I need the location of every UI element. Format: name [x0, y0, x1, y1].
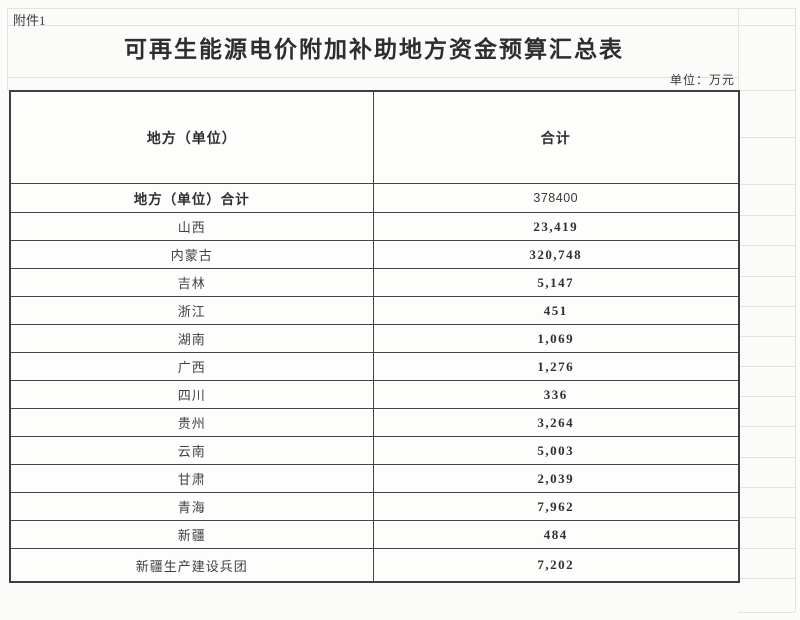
region-cell: 四川: [9, 380, 374, 409]
value-cell: 2,039: [372, 464, 740, 493]
grid-line: [738, 578, 795, 579]
grid-line: [738, 215, 795, 216]
budget-table: 地方（单位） 合计 地方（单位）合计 378400 山西 23,419 内蒙古 …: [9, 90, 740, 583]
value-cell: 320,748: [372, 240, 740, 269]
value-cell: 3,264: [372, 408, 740, 437]
page-title: 可再生能源电价附加补助地方资金预算汇总表: [124, 37, 624, 62]
value-cell: 336: [372, 380, 740, 409]
value-cell: 7,962: [372, 492, 740, 521]
grid-line: [738, 366, 795, 367]
summary-row: 地方（单位）合计 378400: [9, 183, 740, 213]
table-row: 贵州 3,264: [9, 408, 740, 437]
summary-row-label: 地方（单位）合计: [9, 183, 374, 213]
table-row: 吉林 5,147: [9, 268, 740, 297]
value-cell: 484: [372, 520, 740, 549]
grid-line: [7, 77, 738, 78]
value-cell: 1,069: [372, 324, 740, 353]
grid-line: [738, 612, 795, 613]
header-row: 地方（单位） 合计: [9, 90, 740, 184]
grid-line: [738, 245, 795, 246]
region-cell: 内蒙古: [9, 240, 374, 269]
grid-line: [7, 25, 795, 26]
region-cell: 湖南: [9, 324, 374, 353]
unit-note: 单位：万元: [669, 73, 735, 87]
grid-line: [738, 457, 795, 458]
grid-line: [738, 137, 795, 138]
table-row: 新疆生产建设兵团 7,202: [9, 548, 740, 583]
value-cell: 5,147: [372, 268, 740, 297]
col-header-region: 地方（单位）: [9, 90, 374, 184]
value-cell: 451: [372, 296, 740, 325]
value-cell: 5,003: [372, 436, 740, 465]
grid-line: [738, 306, 795, 307]
grid-line: [738, 517, 795, 518]
value-cell: 1,276: [372, 352, 740, 381]
region-cell: 新疆生产建设兵团: [9, 548, 374, 583]
value-cell: 7,202: [372, 548, 740, 583]
region-cell: 青海: [9, 492, 374, 521]
grid-line: [738, 548, 795, 549]
grid-line: [738, 184, 795, 185]
grid-line: [738, 276, 795, 277]
table-row: 青海 7,962: [9, 492, 740, 521]
region-cell: 云南: [9, 436, 374, 465]
region-cell: 吉林: [9, 268, 374, 297]
summary-row-value: 378400: [372, 183, 740, 213]
grid-line: [738, 426, 795, 427]
value-cell: 23,419: [372, 212, 740, 241]
region-cell: 新疆: [9, 520, 374, 549]
table-row: 广西 1,276: [9, 352, 740, 381]
region-cell: 浙江: [9, 296, 374, 325]
grid-line: [7, 8, 8, 90]
grid-line: [795, 8, 796, 612]
region-cell: 广西: [9, 352, 374, 381]
grid-line: [7, 8, 795, 9]
table-row: 新疆 484: [9, 520, 740, 549]
table-row: 山西 23,419: [9, 212, 740, 241]
region-cell: 甘肃: [9, 464, 374, 493]
table-row: 甘肃 2,039: [9, 464, 740, 493]
attachment-label: 附件1: [13, 13, 46, 28]
grid-line: [738, 8, 739, 90]
grid-line: [738, 90, 795, 91]
col-header-total: 合计: [372, 90, 740, 184]
table-row: 四川 336: [9, 380, 740, 409]
grid-line: [738, 487, 795, 488]
table-row: 云南 5,003: [9, 436, 740, 465]
region-cell: 贵州: [9, 408, 374, 437]
region-cell: 山西: [9, 212, 374, 241]
grid-line: [738, 396, 795, 397]
table-row: 内蒙古 320,748: [9, 240, 740, 269]
table-row: 浙江 451: [9, 296, 740, 325]
table-row: 湖南 1,069: [9, 324, 740, 353]
grid-line: [738, 336, 795, 337]
